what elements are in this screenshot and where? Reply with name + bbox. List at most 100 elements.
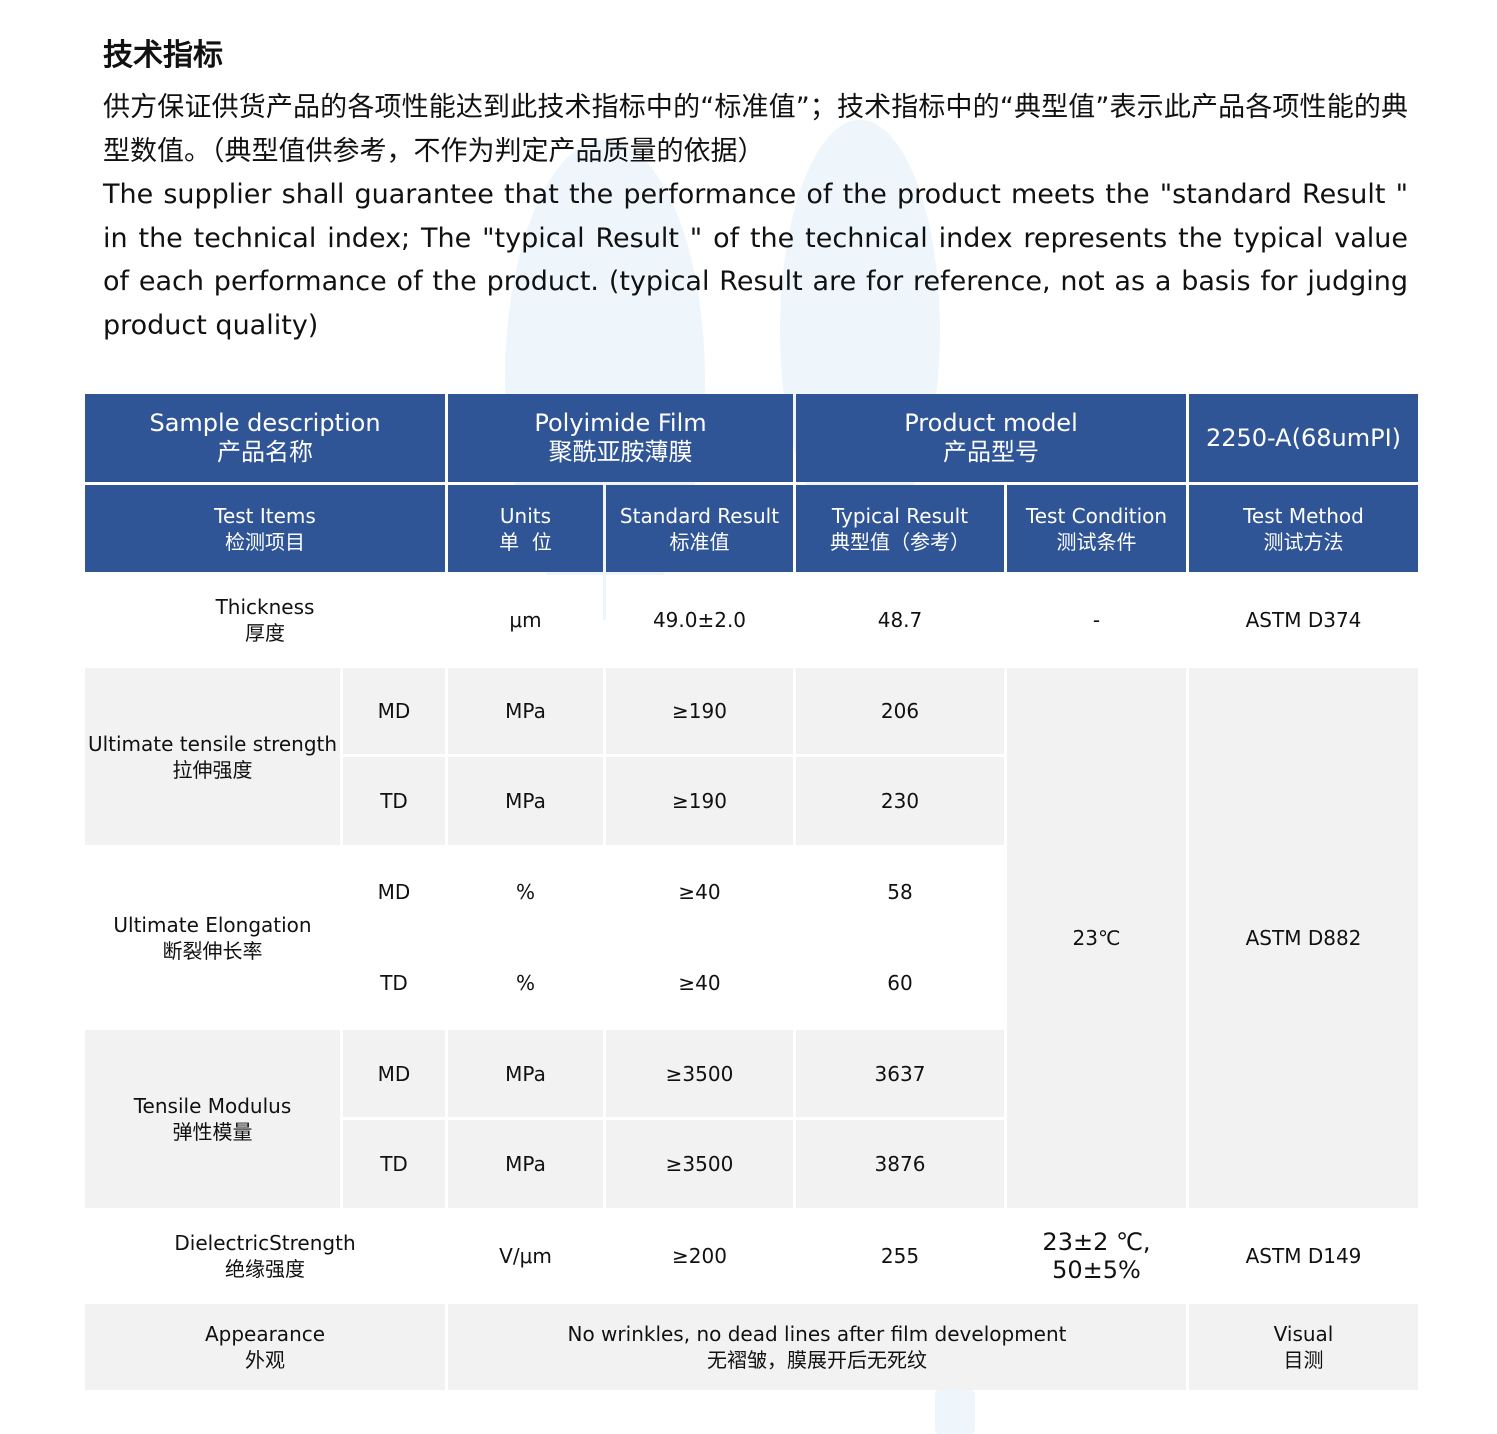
unit: MPa <box>448 1120 603 1208</box>
spec-table: Sample description 产品名称 Polyimide Film 聚酰亚… <box>82 391 1421 1393</box>
product-name: Polyimide Film 聚酰亚胺薄膜 <box>448 394 793 482</box>
direction: MD <box>377 880 411 904</box>
unit: % <box>515 971 535 995</box>
col-typical: Typical Result 典型值（参考） <box>796 485 1004 572</box>
col-en: Test Items <box>214 503 316 528</box>
method: ASTM D149 <box>1245 1244 1362 1268</box>
unit: MPa <box>448 1030 603 1117</box>
condition-line: 50±5% <box>1052 1256 1141 1284</box>
unit: μm <box>509 608 542 632</box>
table-row-modulus-td: TD MPa ≥3500 3876 <box>85 1120 1418 1208</box>
typical: 206 <box>796 668 1004 754</box>
item: DielectricStrength 绝缘强度 <box>85 1211 445 1301</box>
standard: ≥190 <box>606 757 793 845</box>
table-row-tensile-md: Ultimate tensile strength 拉伸强度 MD MPa ≥19… <box>85 668 1418 1208</box>
col-cn: 测试方法 <box>1263 529 1344 554</box>
method: ASTM D374 <box>1245 608 1362 632</box>
standard: ≥40 <box>678 971 721 995</box>
item: Ultimate tensile strength 拉伸强度 <box>85 668 340 845</box>
method-cn: 目测 <box>1283 1348 1324 1372</box>
item: Tensile Modulus 弹性模量 <box>85 1030 340 1208</box>
direction: TD <box>343 757 445 845</box>
item-en: DielectricStrength <box>174 1231 356 1255</box>
direction: TD <box>343 1120 445 1208</box>
watermark-quote-shape <box>935 1390 975 1434</box>
item-en: Ultimate Elongation <box>113 912 312 937</box>
item: Ultimate Elongation 断裂伸长率 <box>85 848 340 1027</box>
method-en: Visual <box>1273 1322 1334 1346</box>
item-en: Appearance <box>204 1322 326 1346</box>
condition-line: 23±2 ℃, <box>1042 1228 1151 1256</box>
col-method: Test Method 测试方法 <box>1189 485 1418 572</box>
unit: V/μm <box>499 1244 552 1268</box>
typical: 48.7 <box>877 608 923 632</box>
table-row-thickness: Thickness 厚度 μm 49.0±2.0 48.7 - ASTM D374 <box>85 575 1418 665</box>
col-cn: 单 位 <box>499 529 552 554</box>
value-cn: 聚酰亚胺薄膜 <box>548 438 693 466</box>
col-test-items: Test Items 检测项目 <box>85 485 445 572</box>
table-row-appearance: Appearance 外观 No wrinkles, no dead lines … <box>85 1304 1418 1390</box>
col-cn: 标准值 <box>669 529 730 554</box>
item: Appearance 外观 <box>85 1304 445 1390</box>
intro-text: 供方保证供货产品的各项性能达到此技术指标中的“标准值”；技术指标中的“典型值”表… <box>103 86 1408 347</box>
standard: ≥3500 <box>606 1030 793 1117</box>
mechanical-method: ASTM D882 <box>1189 668 1418 1208</box>
header-row-product: Sample description 产品名称 Polyimide Film 聚酰亚… <box>85 394 1418 482</box>
label-en: Sample description <box>149 409 381 437</box>
standard: ≥40 <box>678 880 721 904</box>
product-model-value: 2250-A(68umPI) <box>1189 394 1418 482</box>
desc-cn: 无褶皱，膜展开后无死纹 <box>707 1348 927 1372</box>
mechanical-condition: 23℃ <box>1007 668 1186 1208</box>
desc-en: No wrinkles, no dead lines after film de… <box>567 1322 1067 1346</box>
table-row-modulus-md: Tensile Modulus 弹性模量 MD MPa ≥3500 3637 <box>85 1030 1418 1208</box>
col-units: Units 单 位 <box>448 485 603 572</box>
direction: TD <box>380 971 408 995</box>
product-model-label: Product model 产品型号 <box>796 394 1186 482</box>
item-cn: 拉伸强度 <box>172 757 253 782</box>
label-en: Product model <box>904 409 1078 437</box>
condition: 23±2 ℃, 50±5% <box>1007 1211 1186 1301</box>
label-cn: 产品型号 <box>943 438 1039 466</box>
typical: 3637 <box>796 1030 1004 1117</box>
unit: % <box>515 880 535 904</box>
col-en: Test Method <box>1243 503 1364 528</box>
direction: MD <box>343 1030 445 1117</box>
value-en: Polyimide Film <box>534 409 707 437</box>
item-cn: 断裂伸长率 <box>162 938 263 963</box>
item-cn: 弹性模量 <box>172 1120 253 1144</box>
col-condition: Test Condition 测试条件 <box>1007 485 1186 572</box>
item-cn: 外观 <box>245 1348 285 1372</box>
intro-chinese: 供方保证供货产品的各项性能达到此技术指标中的“标准值”；技术指标中的“典型值”表… <box>103 92 1408 167</box>
item-en: Tensile Modulus <box>133 1094 292 1118</box>
table-row-tensile-td: TD MPa ≥190 230 <box>85 757 1418 845</box>
item-cn: 绝缘强度 <box>225 1257 305 1281</box>
col-cn: 典型值（参考） <box>830 529 970 554</box>
typical: 3876 <box>796 1120 1004 1208</box>
sample-description-label: Sample description 产品名称 <box>85 394 445 482</box>
item-en: Ultimate tensile strength <box>87 731 338 756</box>
col-en: Units <box>499 503 552 528</box>
header-row-columns: Test Items 检测项目 Units 单 位 Standard Result 标… <box>85 485 1418 572</box>
item-en: Thickness <box>215 595 315 619</box>
table-row-dielectric: DielectricStrength 绝缘强度 V/μm ≥200 255 23±… <box>85 1211 1418 1301</box>
standard: ≥200 <box>672 1244 727 1268</box>
typical: 255 <box>880 1244 920 1268</box>
standard: ≥190 <box>606 668 793 754</box>
col-cn: 测试条件 <box>1056 529 1137 554</box>
col-standard: Standard Result 标准值 <box>606 485 793 572</box>
col-en: Test Condition <box>1025 503 1168 528</box>
unit: MPa <box>448 757 603 845</box>
typical: 60 <box>887 971 913 995</box>
col-en: Standard Result <box>619 503 780 528</box>
item: Thickness 厚度 <box>85 575 445 665</box>
intro-english: The supplier shall guarantee that the pe… <box>103 179 1408 341</box>
col-cn: 检测项目 <box>225 529 305 554</box>
appearance-requirement: No wrinkles, no dead lines after film de… <box>448 1304 1186 1390</box>
unit: MPa <box>448 668 603 754</box>
standard: ≥3500 <box>606 1120 793 1208</box>
typical: 230 <box>796 757 1004 845</box>
condition: - <box>1092 608 1101 632</box>
item-cn: 厚度 <box>245 621 285 645</box>
typical: 58 <box>887 880 913 904</box>
label-cn: 产品名称 <box>217 438 313 466</box>
